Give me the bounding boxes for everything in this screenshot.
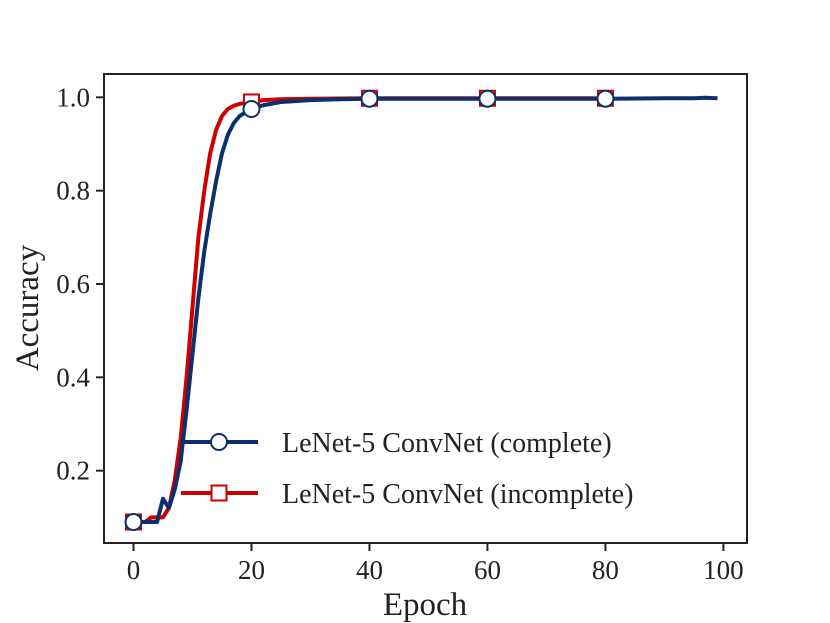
- data-point-complete: [360, 89, 379, 108]
- data-point-complete: [242, 100, 261, 118]
- legend-marker-incomplete: [210, 484, 228, 502]
- data-point-complete: [478, 89, 497, 108]
- x-axis-title: Epoch: [383, 587, 468, 623]
- x-tick-label: 40: [356, 555, 383, 585]
- legend-label-incomplete: LeNet-5 ConvNet (incomplete): [282, 479, 633, 510]
- y-tick-label: 1.0: [56, 82, 90, 112]
- x-tick-label: 20: [238, 555, 265, 585]
- y-tick-label: 0.2: [56, 456, 90, 486]
- x-tick-label: 80: [592, 555, 619, 585]
- data-point-complete: [596, 89, 615, 108]
- y-tick-label: 0.6: [56, 269, 90, 299]
- series-line-complete: [133, 95, 718, 524]
- legend-label-complete: LeNet-5 ConvNet (complete): [282, 428, 612, 459]
- y-tick-label: 0.4: [56, 362, 90, 392]
- x-tick-label: 0: [127, 555, 141, 585]
- y-axis-title: Accuracy: [10, 244, 46, 371]
- legend-marker-complete: [210, 433, 228, 451]
- plot-frame: [103, 73, 748, 544]
- y-tick-label: 0.8: [56, 176, 90, 206]
- legend: LeNet-5 ConvNet (complete) LeNet-5 ConvNe…: [181, 428, 633, 510]
- x-tick-label: 100: [703, 555, 744, 585]
- x-tick-label: 60: [474, 555, 501, 585]
- data-point-complete: [124, 513, 143, 531]
